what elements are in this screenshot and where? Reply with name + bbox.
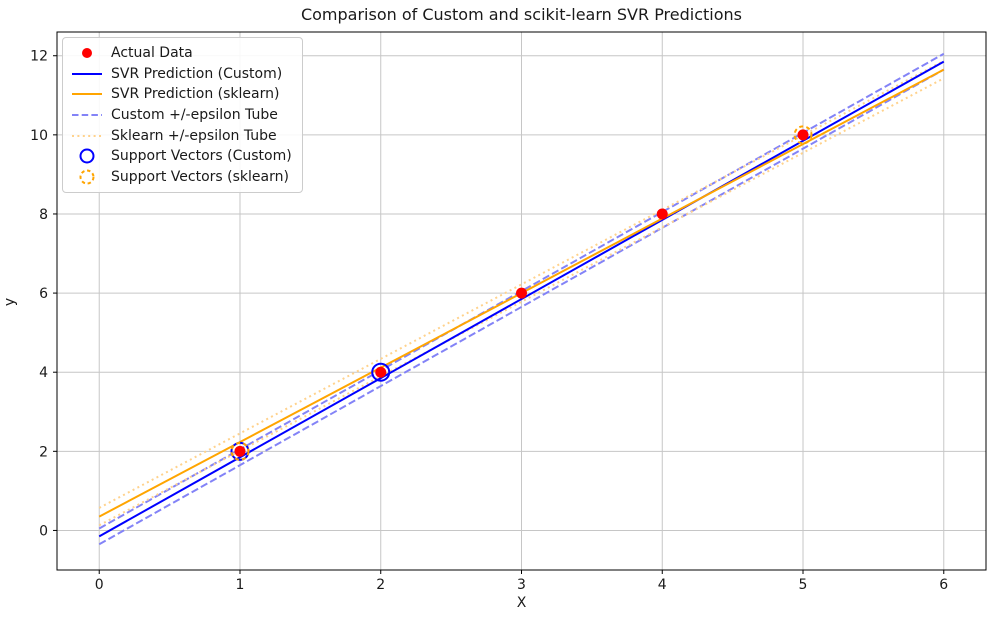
series-line-custom-epsilon-tube	[98, 68, 945, 546]
x-tick-label: 2	[376, 577, 385, 593]
chart-title: Comparison of Custom and scikit-learn SV…	[300, 5, 743, 24]
legend-item: Actual Data	[70, 43, 292, 64]
legend-marker	[70, 147, 104, 165]
data-point	[797, 129, 809, 141]
data-point	[234, 445, 246, 457]
dotted-line-marker-icon	[72, 134, 102, 137]
series-actual-data	[234, 129, 809, 457]
y-tick-label: 2	[39, 444, 48, 460]
legend-item-label: Support Vectors (sklearn)	[111, 168, 289, 185]
y-tick-label: 6	[39, 286, 48, 302]
legend-item-label: SVR Prediction (Custom)	[111, 65, 283, 82]
legend-item: Custom +/-epsilon Tube	[70, 105, 292, 126]
x-axis-label: X	[516, 595, 527, 611]
legend-item-label: SVR Prediction (sklearn)	[111, 86, 280, 103]
legend-item: Support Vectors (sklearn)	[70, 167, 292, 188]
x-tick-label: 5	[799, 577, 808, 593]
legend-marker	[70, 168, 104, 186]
x-tick-label: 1	[236, 577, 245, 593]
x-tick-label: 0	[95, 577, 104, 593]
chart-legend: Actual Data SVR Prediction (Custom) SVR Pr…	[62, 37, 303, 194]
circle-marker-icon	[79, 148, 95, 164]
legend-item: Support Vectors (Custom)	[70, 146, 292, 167]
y-axis-label: y	[2, 297, 19, 307]
y-tick-label: 4	[39, 365, 48, 381]
legend-item: Sklearn +/-epsilon Tube	[70, 125, 292, 146]
series-line-svr-custom	[98, 60, 945, 538]
support-vector-marker	[371, 362, 391, 382]
dot-marker-icon	[82, 48, 92, 59]
y-tick-label: 10	[30, 128, 48, 144]
support-vector-marker	[793, 125, 813, 145]
series-support-vectors-custom	[230, 362, 391, 461]
legend-item: SVR Prediction (sklearn)	[70, 84, 292, 105]
legend-item: SVR Prediction (Custom)	[70, 64, 292, 85]
dashed-circle-marker-icon	[79, 169, 95, 185]
legend-marker	[70, 106, 104, 124]
x-tick-label: 6	[939, 577, 948, 593]
line-marker-icon	[72, 72, 102, 75]
legend-item-label: Sklearn +/-epsilon Tube	[111, 127, 277, 144]
legend-marker	[70, 127, 104, 145]
legend-item-label: Actual Data	[111, 45, 193, 62]
series-support-vectors-sklearn	[230, 125, 813, 461]
legend-marker	[70, 44, 104, 62]
data-point	[516, 287, 527, 299]
dashed-line-marker-icon	[72, 114, 102, 117]
line-marker-icon	[72, 93, 102, 96]
support-vector-marker	[230, 441, 250, 461]
legend-item-label: Custom +/-epsilon Tube	[111, 107, 278, 124]
legend-marker	[70, 65, 104, 83]
x-tick-label: 3	[517, 577, 526, 593]
y-tick-label: 0	[39, 523, 48, 539]
x-tick-label: 4	[658, 577, 667, 593]
legend-item-label: Support Vectors (Custom)	[111, 148, 292, 165]
y-tick-label: 8	[39, 207, 48, 223]
series-svr-custom	[98, 60, 945, 538]
data-point	[656, 208, 668, 220]
legend-marker	[70, 85, 104, 103]
y-tick-label: 12	[30, 49, 48, 65]
data-point	[375, 366, 387, 378]
